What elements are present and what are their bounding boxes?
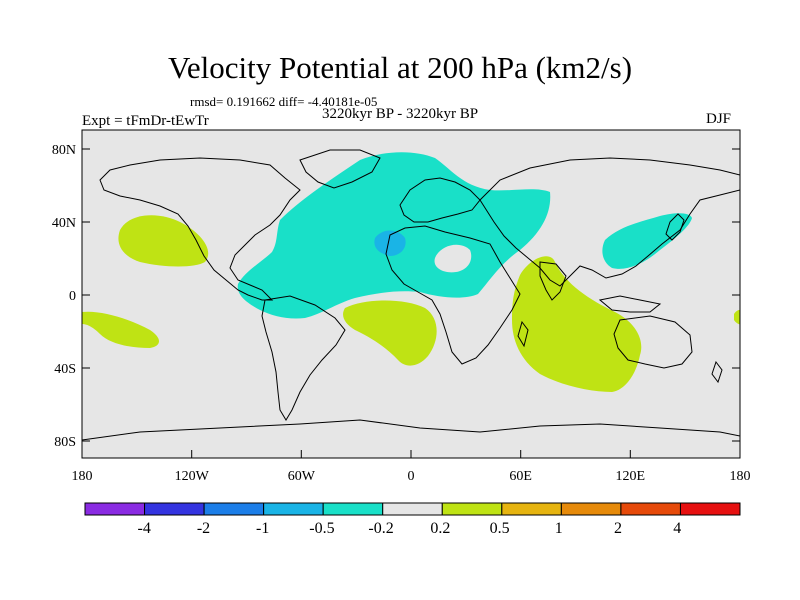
lat-label-40s: 40S <box>54 362 76 377</box>
longitude-ticks <box>81 450 741 458</box>
lon-label-60w: 60W <box>288 469 316 484</box>
season-label: DJF <box>706 111 732 127</box>
coast-antarctica <box>82 419 740 441</box>
colorbar-label: -4 <box>138 520 151 537</box>
coast-japan <box>665 213 685 241</box>
coast-india <box>539 261 567 301</box>
colorbar-swatch <box>679 502 741 516</box>
coast-north-america <box>99 157 301 301</box>
coast-south-america <box>261 295 346 421</box>
colorbar-swatch <box>382 502 443 516</box>
colorbar-label: 0.2 <box>430 520 450 537</box>
colorbar-swatch <box>203 502 265 516</box>
coast-greenland <box>299 149 381 189</box>
colorbar-labels: -4 -2 -1 -0.5 -0.2 0.2 0.5 1 2 4 <box>138 520 682 537</box>
colorbar-label: 4 <box>673 520 681 537</box>
lon-label-180e: 180 <box>730 469 751 484</box>
field-negative-core <box>374 230 406 256</box>
lon-label-60e: 60E <box>509 469 532 484</box>
colorbar-label: -2 <box>197 520 210 537</box>
lat-label-40n: 40N <box>52 216 76 231</box>
lon-label-120e: 120E <box>616 469 646 484</box>
field-positive-southwest-pacific <box>82 311 159 348</box>
lat-label-80s: 80S <box>54 435 76 450</box>
field-gap-north-africa <box>434 244 472 273</box>
field-positive-indian-ocean <box>512 256 642 392</box>
coast-madagascar <box>517 320 529 348</box>
coast-indonesia <box>598 295 662 313</box>
coastlines <box>82 149 740 441</box>
coast-europe <box>399 177 481 223</box>
colorbar-label: -1 <box>256 520 269 537</box>
lat-label-80n: 80N <box>52 143 76 158</box>
colorbar-label: 2 <box>614 520 622 537</box>
colorbar-label: 0.5 <box>490 520 510 537</box>
colorbar-swatch <box>263 502 324 516</box>
field-positive-east-edge <box>734 309 740 325</box>
anomaly-fields <box>82 152 740 392</box>
plot-title: Velocity Potential at 200 hPa (km2/s) <box>167 50 633 85</box>
field-positive-south-atlantic <box>343 300 437 366</box>
colorbar-swatch <box>620 502 681 516</box>
lon-label-0: 0 <box>408 469 415 484</box>
lat-label-eq: 0 <box>69 289 76 304</box>
latitude-ticks <box>82 148 740 442</box>
lon-label-180w: 180 <box>72 469 93 484</box>
colorbar <box>84 502 741 516</box>
colorbar-swatch <box>441 502 503 516</box>
stats-line: rmsd= 0.191662 diff= -4.40181e-05 <box>190 94 378 109</box>
lon-label-120w: 120W <box>175 469 210 484</box>
field-positive-north-pacific <box>118 215 209 267</box>
coast-africa <box>385 225 521 365</box>
colorbar-label: -0.5 <box>309 520 334 537</box>
coast-new-zealand <box>711 360 723 384</box>
colorbar-swatch <box>322 502 384 516</box>
field-negative-east-asia <box>602 213 692 269</box>
experiment-label: Expt = tFmDr-tEwTr <box>82 113 209 129</box>
colorbar-swatch <box>84 502 146 516</box>
colorbar-swatch <box>144 502 205 516</box>
colorbar-swatch <box>501 502 562 516</box>
coast-asia <box>479 157 740 287</box>
colorbar-label: -0.2 <box>368 520 393 537</box>
period-label: 3220kyr BP - 3220kyr BP <box>322 106 479 122</box>
colorbar-label: 1 <box>555 520 563 537</box>
colorbar-swatch <box>560 502 622 516</box>
coast-australia <box>613 315 693 369</box>
